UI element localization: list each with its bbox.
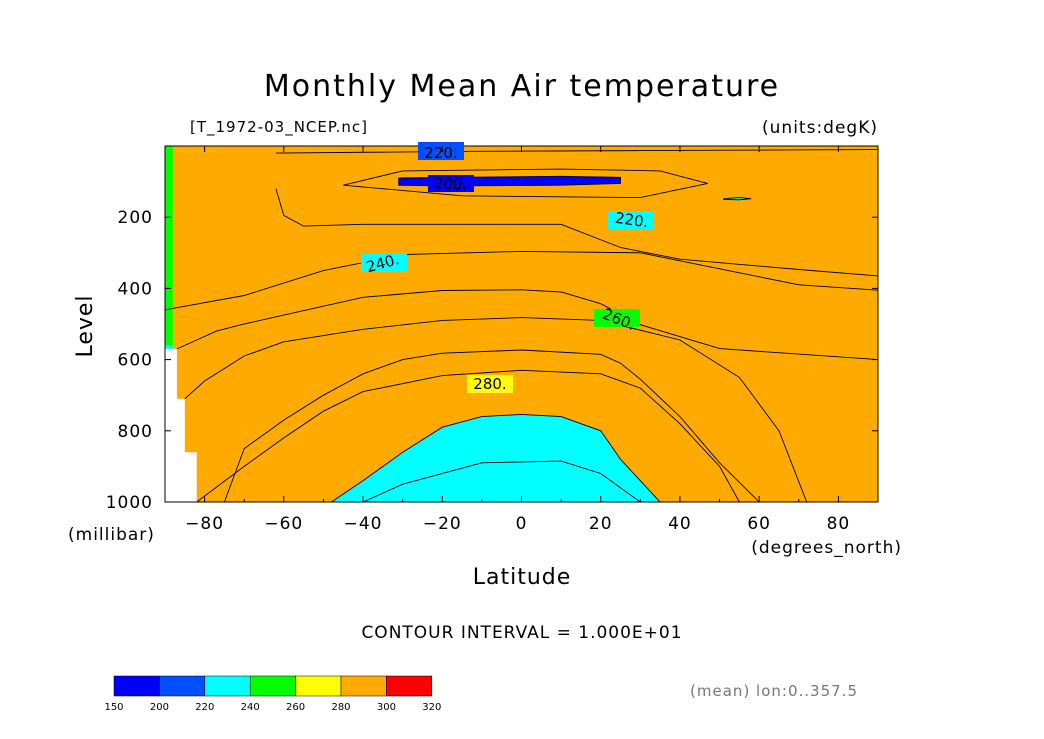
- colorbar-tick-label: 200: [150, 702, 169, 713]
- contour-line: [362, 460, 641, 502]
- colorbar: 150 200 220 240 260 280 300 320: [104, 675, 441, 713]
- x-tick-label: 60: [747, 514, 771, 534]
- contour-label-bg: [418, 142, 464, 160]
- colorbar-tick-label: 280: [331, 702, 350, 713]
- contour-line: [223, 349, 760, 502]
- filled-contours: [165, 146, 878, 502]
- contour-line: [398, 175, 621, 187]
- chart-title: Monthly Mean Air temperature: [264, 69, 780, 104]
- contour-line: [723, 197, 752, 201]
- y-axis-label: Level: [73, 294, 98, 357]
- y-axis-units: (millibar): [68, 525, 155, 545]
- contour-line: [184, 317, 808, 502]
- contour-line: [275, 188, 878, 277]
- x-tick-label: −40: [344, 514, 383, 534]
- contour-label-bg: [361, 254, 407, 272]
- contour-label: 280.: [473, 375, 506, 393]
- colorbar-swatch: [340, 675, 387, 697]
- colorbar-tick-label: 220: [195, 702, 214, 713]
- colorbar-tick-label: 240: [241, 702, 260, 713]
- colorbar-tick-label: 150: [104, 702, 123, 713]
- colorbar-swatch: [204, 675, 251, 697]
- colorbar-tick-label: 260: [286, 702, 305, 713]
- x-axis: −80 −60 −40 −20 0 20 40 60 80: [164, 146, 879, 534]
- x-tick-label: −60: [264, 514, 303, 534]
- region-c300: [172, 146, 878, 502]
- colorbar-tick-label: 300: [377, 702, 396, 713]
- x-tick-label: 0: [516, 514, 528, 534]
- averaging-note: (mean) lon:0..357.5: [690, 682, 858, 700]
- x-tick-label: 20: [589, 514, 613, 534]
- colorbar-swatch: [295, 675, 342, 697]
- contour-label-bg: [428, 175, 474, 192]
- plot-area: [165, 146, 878, 502]
- contour-label-bg: [467, 375, 513, 393]
- y-tick-label: 600: [118, 351, 153, 371]
- contour-line: [331, 413, 661, 502]
- missing-data-region: [165, 348, 197, 502]
- contour-interval-note: CONTOUR INTERVAL = 1.000E+01: [361, 623, 682, 643]
- y-axis: 200 400 600 800 1000: [106, 208, 878, 513]
- contour-line: [343, 168, 708, 199]
- x-tick-label: 80: [827, 514, 851, 534]
- y-tick-label: 800: [118, 422, 153, 442]
- colorbar-swatch: [113, 675, 160, 697]
- y-tick-label: 400: [118, 279, 153, 299]
- y-tick-label: 1000: [106, 493, 153, 513]
- contour-label-bg: [594, 309, 640, 327]
- contour-line: [165, 250, 878, 311]
- colorbar-tick-label: 320: [422, 702, 441, 713]
- file-label: [T_1972-03_NCEP.nc]: [190, 118, 368, 137]
- contour-labels: 220. 200. 220. 240. 260. 280.: [361, 142, 654, 393]
- colorbar-swatch: [159, 675, 206, 697]
- contour-label: 200.: [433, 174, 467, 194]
- contour-label: 220.: [614, 209, 650, 231]
- contour-line: [196, 369, 740, 502]
- y-tick-label: 200: [118, 208, 153, 228]
- x-axis-label: Latitude: [473, 565, 572, 590]
- x-tick-label: −80: [185, 514, 224, 534]
- contour-label: 220.: [424, 144, 457, 162]
- colorbar-swatch: [249, 675, 296, 697]
- x-tick-label: −20: [423, 514, 462, 534]
- contour-label-bg: [608, 211, 654, 229]
- units-label: (units:degK): [762, 118, 878, 138]
- colorbar-swatch: [386, 675, 433, 697]
- x-axis-units: (degrees_north): [751, 538, 902, 558]
- x-tick-label: 40: [668, 514, 692, 534]
